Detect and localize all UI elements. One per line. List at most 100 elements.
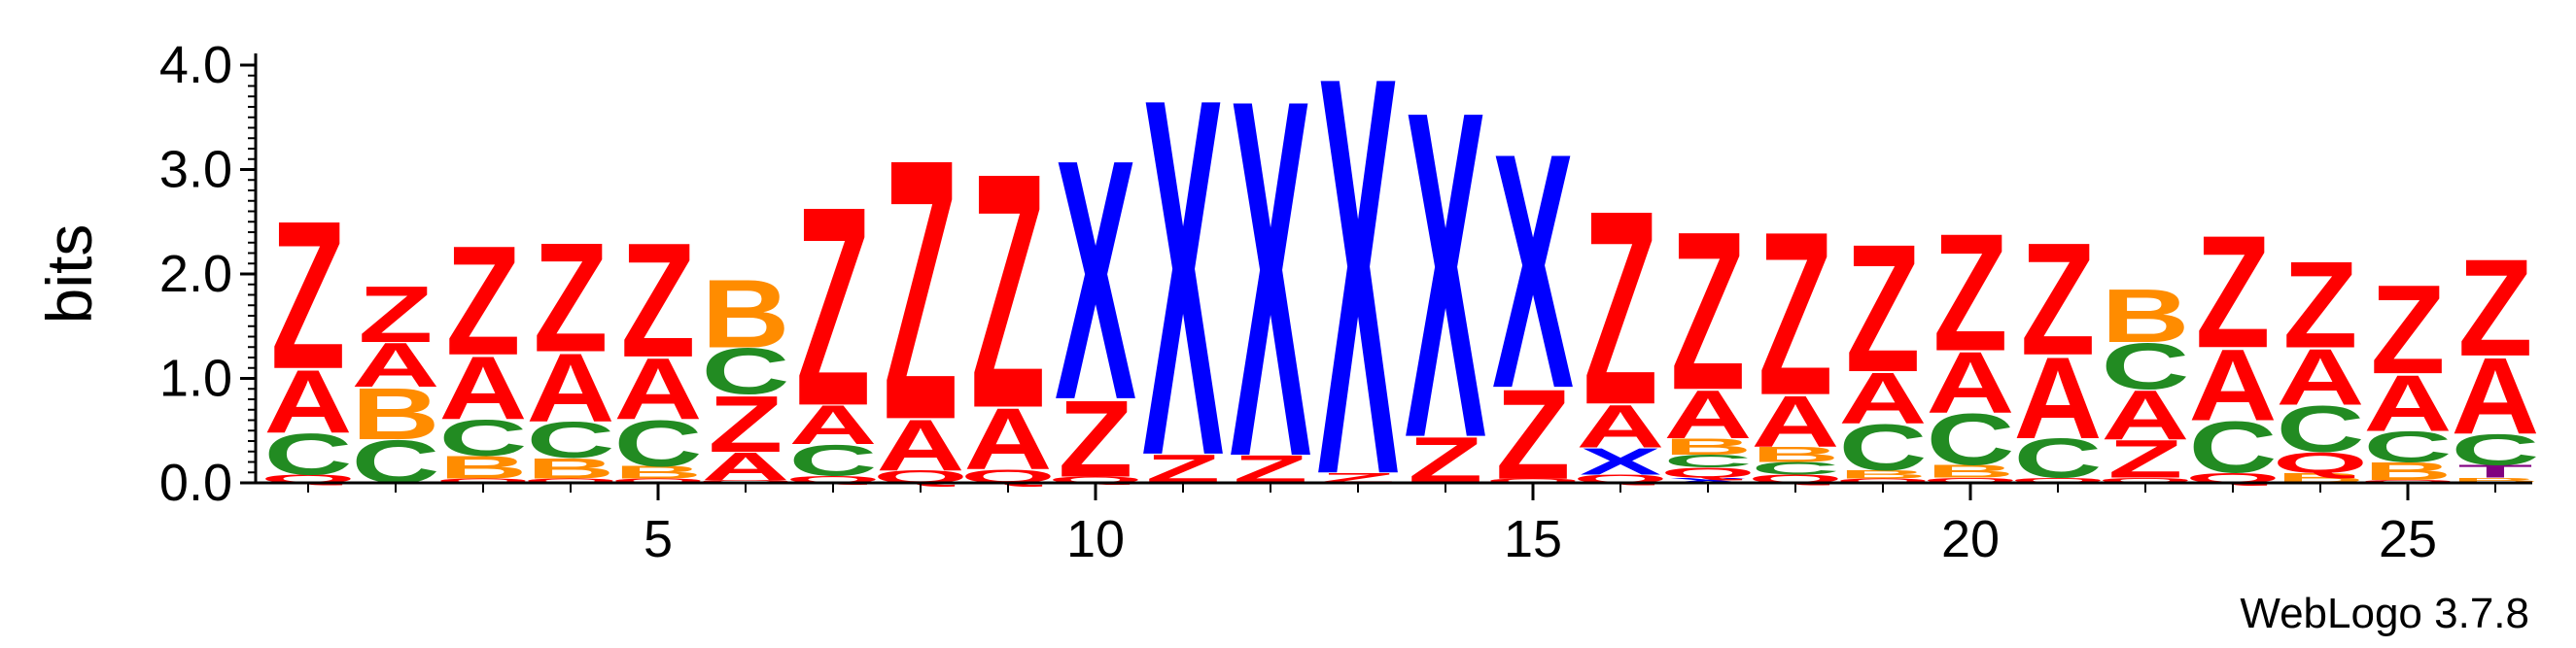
x-tick-label: 5 [644,510,673,568]
logo-letter-B: B [614,463,703,483]
logo-letter-A: A [2277,332,2365,422]
logo-letter-C: C [2014,427,2103,490]
logo-letter-X: X [1492,85,1575,459]
logo-letter-A: A [789,394,878,457]
logo-letter-Z: Z [2021,210,2096,389]
logo-letter-Z: Z [1758,183,1833,444]
logo-letter-X: X [1317,0,1400,594]
logo-letter-Z: Z [271,177,346,414]
logo-letter-Z: Z [2108,428,2183,489]
logo-letter-C: C [614,408,703,481]
logo-letter-Z: Z [884,83,958,497]
logo-letter-A: A [527,334,615,443]
logo-letter-A: A [439,338,528,438]
logo-letter-B: B [527,453,615,485]
logo-letter-C: C [1839,412,1928,485]
logo-letter-Z: Z [796,147,871,464]
logo-letter-A: A [1577,392,1665,460]
logo-letter-Q: Q [2010,476,2106,484]
logo-letter-C: C [264,422,353,487]
logo-letter-X: X [1667,476,1749,484]
logo-letter-A: A [964,391,1053,488]
logo-letter-Q: Q [1923,476,2018,484]
y-tick-label: 1.0 [159,350,232,408]
logo-letter-Z: Z [709,379,783,468]
logo-letter-A: A [1664,376,1753,453]
logo-letter-Q: Q [1485,478,1581,485]
logo-letter-A: A [1927,334,2015,431]
logo-letter-Z: Z [446,213,521,388]
x-tick-label: 15 [1504,510,1562,568]
logo-letter-Z: Z [2371,259,2446,401]
logo-letter-C: C [2364,423,2453,471]
logo-letter-A: A [1752,380,1840,461]
logo-letter-Z: Z [2283,234,2358,373]
logo-letter-Q: Q [2360,479,2455,484]
logo-letter-X: X [1055,89,1137,472]
logo-letter-A: A [2102,376,2190,455]
logo-letter-Q: Q [523,478,618,485]
logo-letter-Z: Z [1059,379,1133,500]
logo-letter-A: A [702,444,790,489]
logo-letter-A: A [1839,358,1928,439]
logo-letter-B: B [1839,468,1928,481]
logo-letter-B: B [1752,442,1840,466]
logo-letter-B: B [352,373,440,455]
logo-letter-B: B [1664,434,1753,460]
logo-letter-Z: Z [1671,185,1746,437]
logo-letter-A: A [2189,327,2278,442]
logo-letter-Z: Z [534,210,609,385]
logo-letter-Q: Q [2273,446,2368,478]
logo-letter-Q: Q [2098,476,2193,484]
logo-letter-Q: Q [698,479,793,484]
logo-letter-Q: Q [435,478,531,485]
logo-letter-Z: Z [971,105,1046,479]
logo-letter-A: A [2364,358,2453,448]
logo-letter-Q: Q [1660,464,1756,481]
logo-letter-A: A [352,330,440,400]
logo-letter-B: B [2452,476,2540,484]
logo-letter-Q: Q [1835,478,1931,485]
logo-letter-C: C [1927,399,2015,481]
logo-letter-A: A [877,404,965,486]
logo-letter-B: B [2102,274,2190,358]
weblogo-credit: WebLogo 3.7.8 [2240,590,2529,637]
axes: 0.0 1.0 2.0 3.0 4.0 5 10 15 20 25 bits [33,36,2532,568]
y-tick-label: 4.0 [159,36,232,94]
logo-letter-Z: Z [1933,199,2008,387]
logo-letter-Q: Q [785,473,881,485]
logo-letter-C: C [789,436,878,485]
logo-letter-B: B [702,259,790,368]
logo-letter-Z: Z [1846,206,1921,410]
logo-letter-A: A [264,352,353,452]
logo-letter-Z: Z [2458,230,2533,386]
y-tick-label: 0.0 [159,454,232,512]
logo-letter-Q: Q [1048,475,1143,485]
logo-letter-X: X [1580,440,1661,483]
logo-letter-C: C [2189,406,2278,488]
logo-letter-C: C [2102,330,2190,403]
logo-letter-B: B [2364,458,2453,485]
logo-letter-Z: Z [621,210,696,392]
logo-letter-A: A [2014,333,2103,463]
logo-letter-C: C [2452,426,2540,474]
logo-letter-B: B [439,450,528,486]
logo-letter-C: C [702,335,790,408]
logo-letter-A: A [614,341,703,438]
y-tick-label: 2.0 [159,245,232,303]
x-tick-label: 10 [1066,510,1125,568]
y-axis-label: bits [33,224,105,324]
y-tick-label: 3.0 [159,141,232,199]
logo-letter-X: X [1142,0,1225,562]
logo-letter-C: C [2277,393,2365,466]
logo-letter-A: A [2452,336,2540,458]
logo-letter-T: T [2458,462,2533,482]
logo-letter-Z: Z [2196,203,2271,382]
logo-letter-X: X [1230,0,1312,563]
x-tick-label: 20 [1941,510,2000,568]
logo-letter-C: C [439,410,528,466]
logo-letter-Z: Z [359,269,434,358]
